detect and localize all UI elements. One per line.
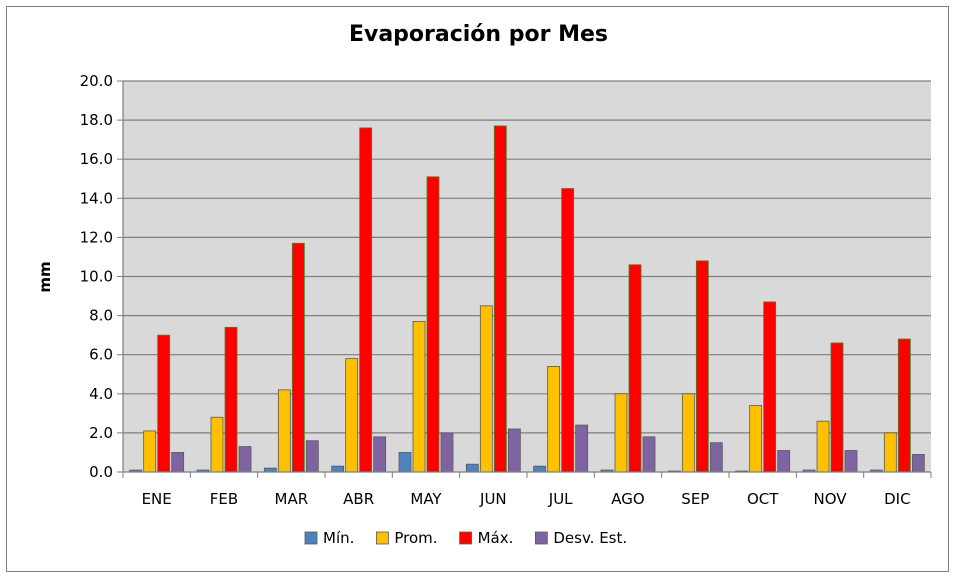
x-tick-labels: ENE FEB MAR ABR MAY JUN JUL AGO SEP OCT NOV DIC <box>142 490 911 508</box>
bar <box>479 305 493 473</box>
y-tick-label: 16.0 <box>80 150 113 168</box>
bar <box>763 301 777 473</box>
x-tick-label: JUN <box>479 490 507 508</box>
bar <box>305 440 319 473</box>
bar <box>897 338 911 473</box>
legend-swatch <box>375 531 389 545</box>
y-tick-label: 20.0 <box>80 72 113 90</box>
y-tick-label: 18.0 <box>80 111 113 129</box>
bar <box>373 436 387 473</box>
legend-swatch <box>304 531 318 545</box>
bar <box>681 393 695 473</box>
bar <box>345 358 359 473</box>
bar <box>816 420 830 473</box>
bar <box>844 450 858 473</box>
bar <box>426 176 440 473</box>
bar <box>614 393 628 473</box>
legend: Mín. Prom. Máx. Desv. Est. <box>304 529 627 547</box>
x-tick-label: ABR <box>343 490 374 508</box>
bar <box>830 342 844 473</box>
bar <box>642 436 656 473</box>
bar <box>561 188 575 473</box>
chart-title: Evaporación por Mes <box>348 22 609 47</box>
x-tick-label: MAY <box>410 490 442 508</box>
bar <box>749 405 763 473</box>
bar <box>171 452 185 473</box>
bar <box>210 416 224 473</box>
bar <box>440 432 454 473</box>
y-tick-label: 6.0 <box>89 346 113 364</box>
y-tick-label: 4.0 <box>89 385 113 403</box>
bar <box>331 465 345 473</box>
x-tick-label: FEB <box>210 490 238 508</box>
legend-label: Máx. <box>478 529 514 547</box>
y-tick-labels: 0.0 2.0 4.0 6.0 8.0 10.0 12.0 14.0 16.0 18.0 20.0 <box>80 72 113 481</box>
bar <box>157 334 171 473</box>
x-tick-label: AGO <box>611 490 644 508</box>
bar <box>883 432 897 473</box>
bar <box>575 424 589 473</box>
x-tick-label: NOV <box>813 490 847 508</box>
bar <box>777 450 791 473</box>
y-tick-label: 12.0 <box>80 228 113 246</box>
legend-swatch <box>459 531 472 545</box>
bar <box>291 242 305 473</box>
bar <box>628 264 642 473</box>
bar <box>493 125 507 473</box>
x-tick-label: OCT <box>747 490 779 508</box>
legend-label: Desv. Est. <box>553 529 627 547</box>
legend-label: Mín. <box>323 529 354 547</box>
bar <box>224 326 238 473</box>
y-axis-label: mm <box>36 261 54 292</box>
bar <box>533 465 547 473</box>
bar <box>238 446 252 473</box>
bar <box>398 452 412 473</box>
y-tick-label: 2.0 <box>89 424 113 442</box>
bar <box>695 260 709 473</box>
x-tick-label: SEP <box>681 490 709 508</box>
x-tick-label: MAR <box>275 490 309 508</box>
bars <box>129 125 925 473</box>
bar <box>547 366 561 473</box>
bar <box>507 428 521 473</box>
y-tick-label: 10.0 <box>80 268 113 286</box>
bar <box>277 389 291 473</box>
bar <box>412 321 426 473</box>
legend-swatch <box>534 531 548 545</box>
y-tick-label: 8.0 <box>89 307 113 325</box>
bar <box>359 127 373 473</box>
x-tick-label: ENE <box>142 490 172 508</box>
x-tick-label: DIC <box>884 490 910 508</box>
legend-label: Prom. <box>394 529 437 547</box>
bar <box>709 442 723 473</box>
x-tick-label: JUL <box>548 490 573 508</box>
bar <box>143 430 157 473</box>
axes <box>122 81 932 478</box>
bar <box>911 454 925 473</box>
gridlines <box>117 80 931 473</box>
y-tick-label: 14.0 <box>80 189 113 207</box>
y-tick-label: 0.0 <box>89 463 113 481</box>
bar <box>465 463 479 473</box>
